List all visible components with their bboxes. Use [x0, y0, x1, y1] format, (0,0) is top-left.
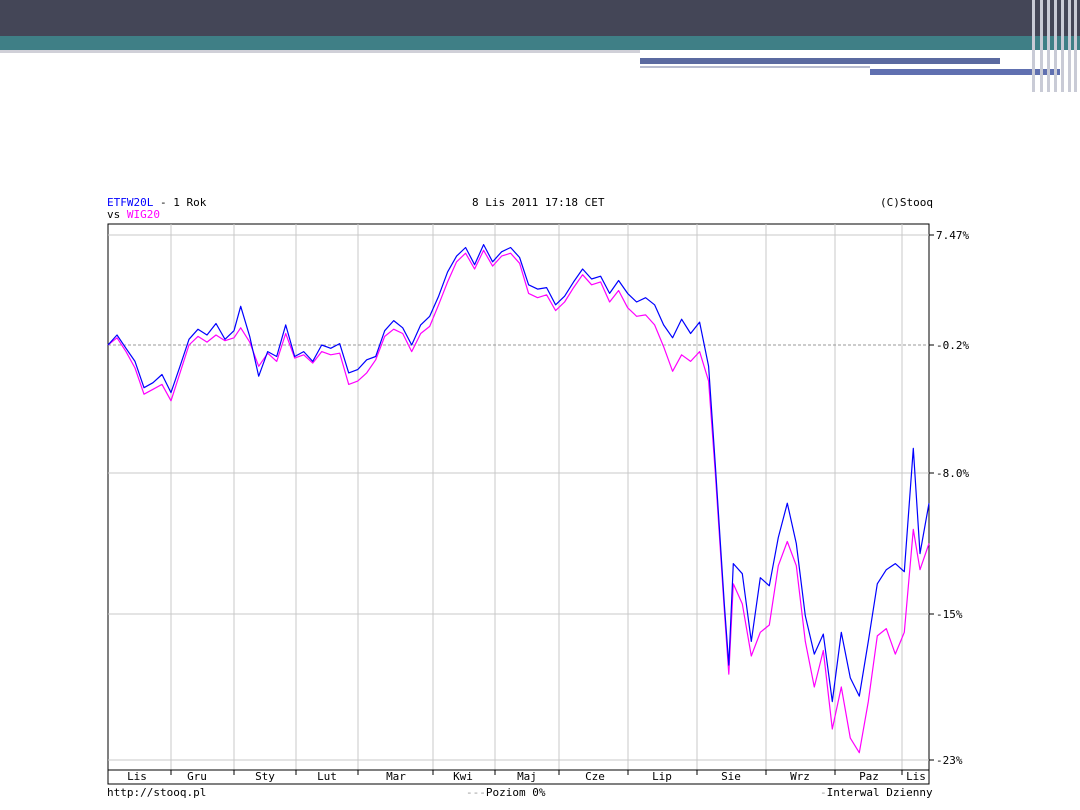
primary-symbol: ETFW20L	[107, 196, 154, 209]
x-tick-label: Cze	[585, 770, 605, 783]
x-tick-label: Sie	[721, 770, 741, 783]
x-tick-label: Lis	[906, 770, 926, 783]
slide-divider	[0, 50, 640, 53]
x-tick-label: Paz	[859, 770, 879, 783]
compare-symbol: WIG20	[126, 208, 160, 221]
slide-accent-bar	[0, 36, 1080, 50]
interval-label: Interwal Dzienny	[826, 786, 933, 799]
slide-deco-line	[870, 69, 1060, 75]
y-tick-label: -0.2%	[936, 339, 969, 352]
period-label: - 1 Rok	[153, 196, 207, 209]
y-tick-label: -15%	[936, 608, 963, 621]
x-tick-label: Mar	[386, 770, 406, 783]
zero-level-label: Poziom 0%	[485, 786, 546, 799]
plot-area	[107, 223, 930, 771]
slide-deco-line	[640, 58, 1000, 64]
x-tick-label: Gru	[187, 770, 207, 783]
x-tick-label: Wrz	[790, 770, 810, 783]
x-tick-label: Lis	[127, 770, 147, 783]
slide-corner-decoration	[1030, 0, 1080, 92]
interval-legend: -Interwal Dzienny	[820, 786, 933, 799]
x-tick-label: Lip	[652, 770, 672, 783]
x-axis-band	[107, 769, 930, 785]
chart-datetime: 8 Lis 2011 17:18 CET	[472, 196, 605, 209]
y-tick-label: -23%	[936, 754, 963, 767]
slide-deco-line	[640, 66, 870, 68]
series-line-etfw20l	[107, 244, 930, 703]
slide-top-bar	[0, 0, 1080, 36]
vs-label: vs	[107, 208, 127, 221]
y-tick-label: -8.0%	[936, 467, 969, 480]
source-url[interactable]: http://stooq.pl	[107, 786, 207, 799]
zero-level-legend: ---Poziom 0%	[466, 786, 546, 799]
series-line-wig20	[107, 249, 930, 754]
x-tick-label: Kwi	[453, 770, 473, 783]
chart-copyright: (C)Stooq	[880, 196, 933, 209]
y-tick-label: 7.47%	[936, 229, 969, 242]
x-tick-label: Maj	[517, 770, 537, 783]
compare-label: vs WIG20	[107, 209, 160, 221]
chart-title: ETFW20L - 1 Rok	[107, 197, 206, 209]
x-tick-label: Lut	[317, 770, 337, 783]
x-tick-label: Sty	[255, 770, 275, 783]
